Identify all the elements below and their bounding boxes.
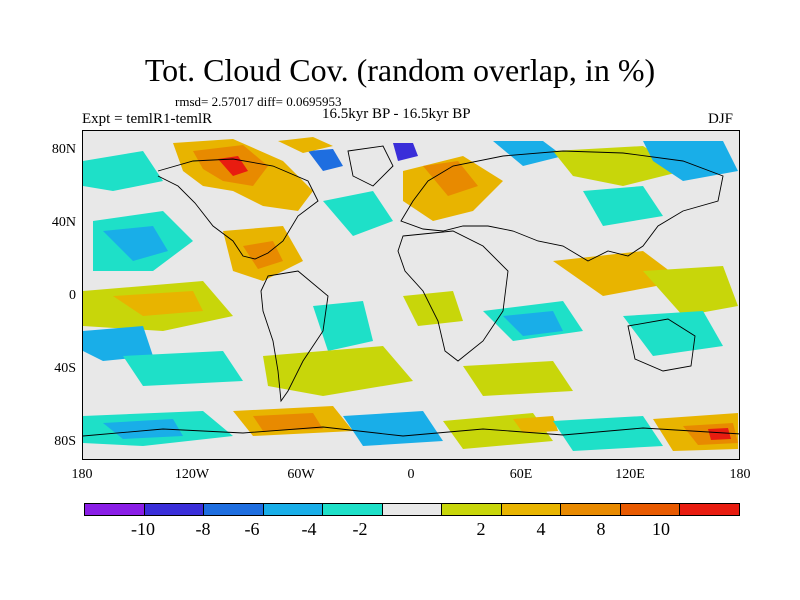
coastline-north-america <box>157 158 319 260</box>
anomaly-patch <box>463 361 573 396</box>
anomaly-patch <box>313 301 373 351</box>
season-label: DJF <box>708 111 734 127</box>
lat-tick-40s: 40S <box>54 361 76 376</box>
colorbar-label: -2 <box>352 519 368 539</box>
anomaly-patch <box>343 411 443 446</box>
coastline-eurasia <box>400 150 724 262</box>
anomaly-patch <box>218 156 248 176</box>
anomaly-patch <box>103 226 168 261</box>
colorbar-swatch <box>323 504 383 515</box>
anomaly-patch <box>708 428 731 440</box>
colorbar-label: 10 <box>652 519 670 539</box>
coastline-greenland <box>347 145 394 187</box>
anomaly-patch <box>583 186 663 226</box>
statistics-readout: rmsd= 2.57017 diff= 0.0695953 <box>175 94 342 109</box>
lon-tick-120e: 120E <box>615 467 645 482</box>
coastlines <box>83 145 739 437</box>
colorbar-label: -6 <box>244 519 260 539</box>
map-title: Tot. Cloud Cov. (random overlap, in %) <box>144 52 656 88</box>
lon-tick-60e: 60E <box>509 467 533 482</box>
anomaly-patch <box>123 351 243 386</box>
colorbar-swatch <box>501 504 562 515</box>
colorbar-swatch <box>85 504 145 515</box>
anomaly-map <box>83 131 739 459</box>
colorbar-swatch <box>620 504 681 515</box>
anomaly-patch <box>423 161 478 196</box>
colorbar-swatch <box>382 504 443 515</box>
anomaly-patch <box>643 141 738 181</box>
anomaly-patch <box>83 151 163 191</box>
anomaly-patch <box>503 311 563 336</box>
lat-tick-80n: 80N <box>51 142 76 157</box>
lon-tick-120w: 120W <box>174 467 210 482</box>
map-panel <box>82 130 740 460</box>
anomaly-patch <box>278 137 333 153</box>
colorbar-label: 2 <box>476 519 486 539</box>
coastline-south-america <box>260 270 329 403</box>
colorbar-swatch <box>204 504 264 515</box>
anomaly-patch <box>403 291 463 326</box>
colorbar-label: -8 <box>195 519 211 539</box>
anomaly-patches <box>83 137 738 451</box>
anomaly-patch <box>103 419 183 439</box>
colorbar-label: 4 <box>536 519 546 539</box>
lon-tick-180e: 180 <box>729 467 751 482</box>
lat-tick-40n: 40N <box>51 215 76 230</box>
colorbar-swatch <box>144 504 205 515</box>
period-label: 16.5kyr BP - 16.5kyr BP <box>322 106 471 122</box>
coastline-antarctica <box>83 426 739 437</box>
lat-tick-80s: 80S <box>54 434 76 449</box>
anomaly-patch <box>263 346 413 396</box>
colorbar-swatch <box>442 504 502 515</box>
anomaly-patch <box>643 266 738 316</box>
lat-tick-0: 0 <box>69 288 76 303</box>
anomaly-patch <box>308 149 343 171</box>
experiment-label: Expt = temlR1-temlR <box>82 111 213 127</box>
lon-tick-0: 0 <box>407 467 415 482</box>
lon-tick-60w: 60W <box>287 467 315 482</box>
anomaly-patch <box>553 416 663 451</box>
colorbar <box>84 503 740 516</box>
anomaly-patch <box>393 143 418 161</box>
colorbar-label: -4 <box>301 519 317 539</box>
colorbar-swatch <box>561 504 621 515</box>
colorbar-label: 8 <box>596 519 606 539</box>
colorbar-swatch <box>680 504 740 515</box>
coastline-africa <box>397 230 509 362</box>
anomaly-patch <box>83 326 153 361</box>
colorbar-label: -10 <box>131 519 155 539</box>
lon-tick-180w: 180 <box>71 467 93 482</box>
anomaly-patch <box>253 413 323 431</box>
coastline-australia <box>627 318 696 372</box>
colorbar-swatch <box>263 504 324 515</box>
anomaly-patch <box>113 291 203 316</box>
anomaly-patch <box>553 251 683 296</box>
anomaly-patch <box>513 416 558 433</box>
anomaly-patch <box>323 191 393 236</box>
